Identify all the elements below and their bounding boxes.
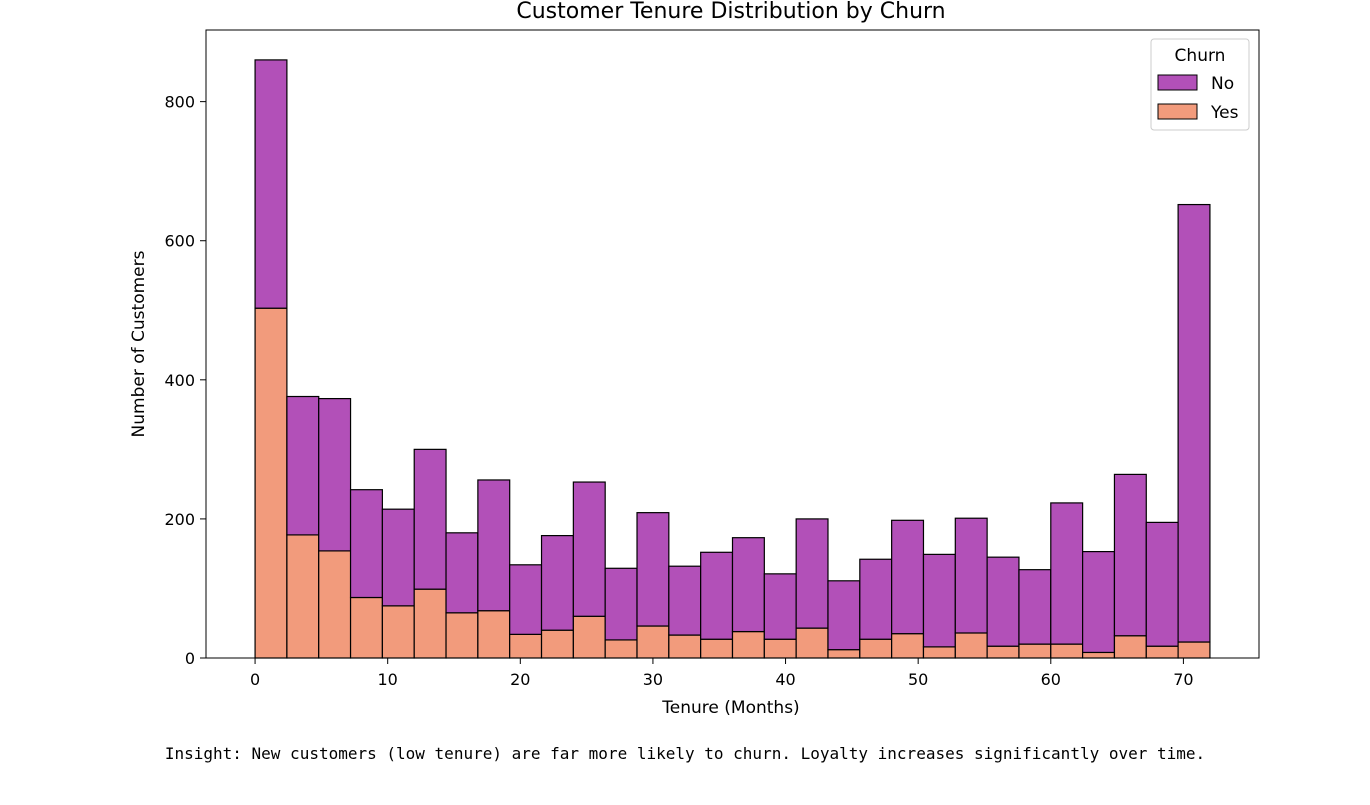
bar-no [1050, 502, 1084, 645]
bar-no [1018, 569, 1052, 645]
bar-yes [986, 645, 1020, 659]
bar-no [286, 395, 320, 536]
bar-no [477, 479, 511, 612]
bar-yes [1177, 641, 1211, 659]
bar-yes [1082, 651, 1116, 659]
bar-yes [827, 649, 861, 659]
bar-no [859, 558, 893, 640]
bar-yes [509, 633, 543, 659]
x-tick-label: 10 [378, 670, 398, 689]
bar-yes [763, 638, 797, 659]
legend-swatch-yes [1157, 103, 1198, 120]
legend-label-yes: Yes [1210, 103, 1239, 123]
bar-yes [540, 629, 574, 659]
bar-no [1177, 203, 1211, 643]
bar-yes [477, 610, 511, 659]
bar-yes [413, 588, 447, 659]
bar-no [445, 532, 479, 614]
bar-yes [731, 630, 765, 659]
bar-yes [922, 646, 956, 659]
x-axis-label: Tenure (Months) [661, 698, 799, 718]
x-tick-label: 70 [1173, 670, 1193, 689]
bar-yes [572, 615, 606, 659]
bar-no [700, 551, 734, 640]
bar-yes [1145, 645, 1179, 659]
bar-yes [318, 550, 352, 659]
bar-no [540, 534, 574, 631]
bar-no [254, 59, 288, 309]
bar-no [318, 397, 352, 552]
bar-yes [1050, 643, 1084, 659]
bar-yes [668, 634, 702, 659]
bar-yes [859, 638, 893, 659]
insight-text: Insight: New customers (low tenure) are … [164, 744, 1206, 763]
bar-yes [445, 612, 479, 659]
bar-no [1113, 473, 1147, 637]
legend: Churn No Yes [1150, 38, 1250, 131]
bar-no [413, 448, 447, 590]
bar-yes [1018, 643, 1052, 659]
bars-group [254, 59, 1211, 659]
bar-no [668, 565, 702, 636]
bar-yes [286, 534, 320, 659]
x-tick-label: 30 [643, 670, 663, 689]
bar-no [763, 573, 797, 640]
bar-yes [349, 596, 383, 659]
y-tick-label: 0 [185, 649, 195, 668]
bar-yes [636, 625, 670, 659]
bar-no [572, 481, 606, 617]
bar-yes [381, 605, 415, 659]
y-tick-label: 400 [164, 371, 195, 390]
bar-no [986, 556, 1020, 647]
bar-no [954, 517, 988, 634]
bar-yes [954, 632, 988, 659]
bar-no [922, 553, 956, 648]
plot-frame [205, 29, 1260, 659]
bar-no [509, 564, 543, 635]
bar-yes [1113, 635, 1147, 659]
bar-no [891, 519, 925, 635]
legend-swatch-no [1157, 74, 1198, 91]
y-axis-ticks: 0 200 400 600 800 [164, 93, 206, 668]
y-tick-label: 800 [164, 93, 195, 112]
bar-yes [700, 638, 734, 659]
x-axis-ticks: 0 10 20 30 40 50 60 70 [250, 658, 1194, 689]
x-tick-label: 50 [908, 670, 928, 689]
x-tick-label: 20 [510, 670, 530, 689]
y-tick-label: 600 [164, 232, 195, 251]
chart-title: Customer Tenure Distribution by Churn [516, 0, 945, 24]
bar-no [731, 537, 765, 633]
x-tick-label: 0 [250, 670, 260, 689]
bar-yes [891, 633, 925, 659]
bar-yes [604, 639, 638, 659]
bar-no [381, 508, 415, 607]
legend-label-no: No [1211, 74, 1234, 94]
bar-no [795, 518, 829, 629]
y-tick-label: 200 [164, 510, 195, 529]
bar-no [604, 567, 638, 641]
x-tick-label: 60 [1041, 670, 1061, 689]
x-tick-label: 40 [775, 670, 795, 689]
bar-yes [254, 307, 288, 659]
bar-no [827, 580, 861, 651]
bar-no [1145, 521, 1179, 647]
bar-no [636, 512, 670, 627]
y-axis-label: Number of Customers [129, 250, 149, 437]
bar-no [1082, 550, 1116, 654]
bar-yes [795, 627, 829, 659]
bar-no [349, 489, 383, 599]
legend-title: Churn [1175, 46, 1226, 66]
